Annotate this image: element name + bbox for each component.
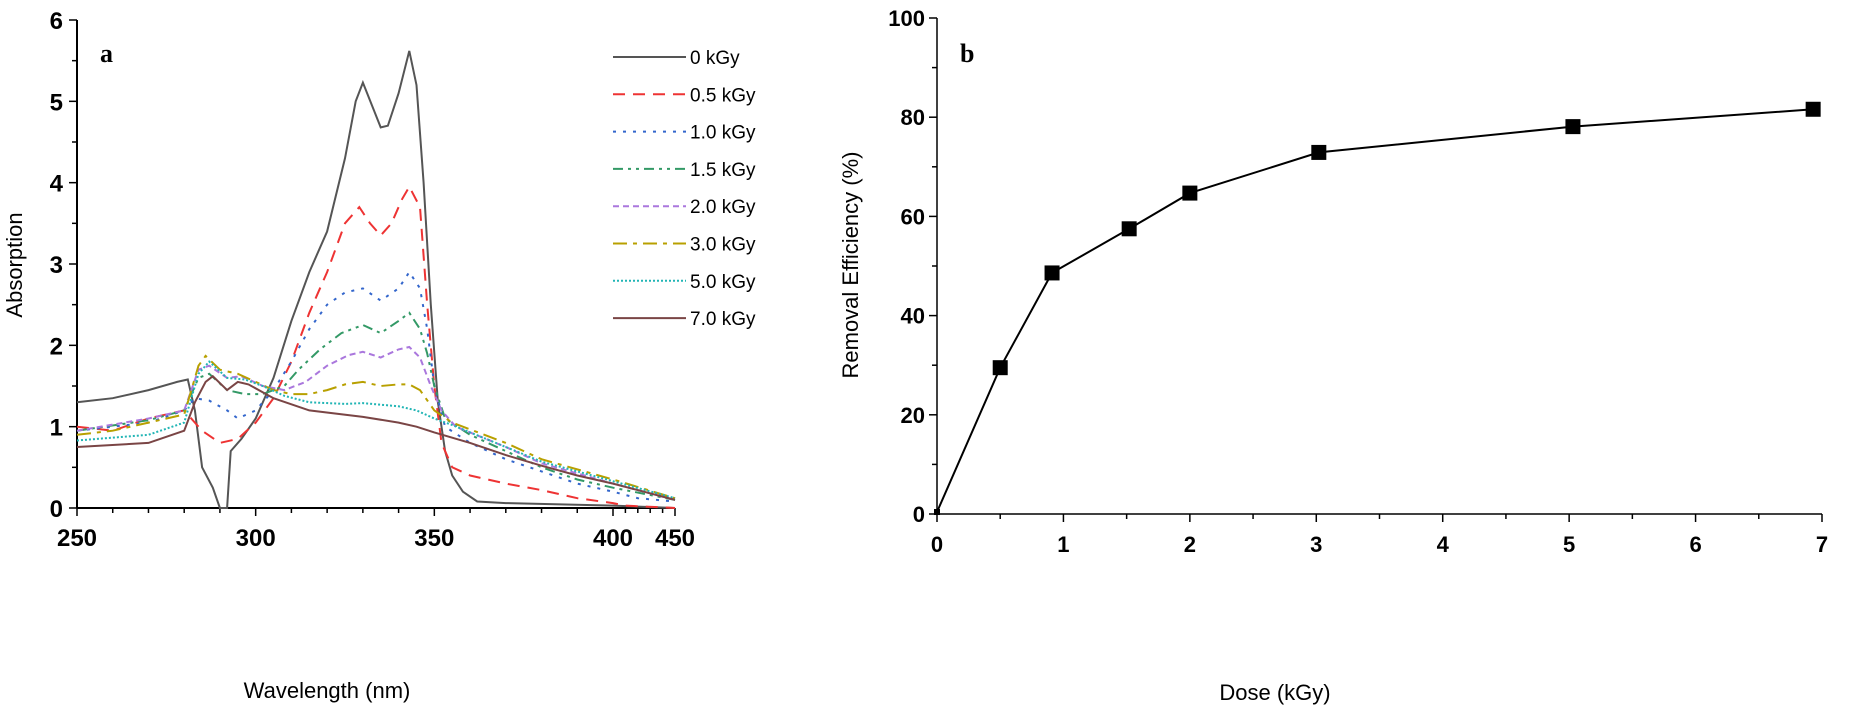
data-point-marker <box>1121 221 1137 237</box>
y-tick-label: 0 <box>50 496 63 523</box>
y-tick-label: 80 <box>901 105 925 130</box>
x-axis-title: Wavelength (nm) <box>244 678 411 703</box>
x-tick-label: 6 <box>1689 532 1701 557</box>
y-tick-label: 40 <box>901 304 925 329</box>
x-tick-label: 7 <box>1816 532 1828 557</box>
x-axis-title: Dose (kGy) <box>1219 680 1330 705</box>
x-tick-label: 350 <box>414 525 454 552</box>
series-line-2-0-kGy <box>76 345 676 501</box>
x-tick-label: 5 <box>1563 532 1575 557</box>
data-point-marker <box>934 509 940 516</box>
panel-label: a <box>100 39 113 68</box>
panel-label: b <box>960 39 974 68</box>
x-tick-label: 450 <box>655 525 695 552</box>
x-tick-label: 1 <box>1057 532 1069 557</box>
x-tick-label: 2 <box>1184 532 1196 557</box>
series-line-7-0-kGy <box>76 374 676 501</box>
legend-label: 0.5 kGy <box>690 85 756 106</box>
x-tick-label: 3 <box>1310 532 1322 557</box>
legend-label: 7.0 kGy <box>690 309 756 330</box>
y-tick-label: 6 <box>50 8 63 35</box>
data-point-marker <box>1044 265 1060 281</box>
y-tick-label: 0 <box>913 502 925 527</box>
x-tick-label: 4 <box>1437 532 1450 557</box>
x-tick-label: 400 <box>593 525 633 552</box>
panel-b-removal-efficiency: 0 1 2 3 4 5 6 7 0 20 40 60 80 100 Dose (kGy) Removal Ef… <box>838 6 1828 705</box>
legend-label: 5.0 kGy <box>690 272 756 293</box>
data-point-marker <box>1182 185 1198 201</box>
series-line-1-0-kGy <box>76 270 676 503</box>
data-point-marker <box>1805 101 1821 117</box>
series-line-5-0-kGy <box>76 360 676 500</box>
legend-label: 1.0 kGy <box>690 123 756 144</box>
y-axis-title: Removal Efficiency (%) <box>838 152 863 379</box>
y-tick-label: 60 <box>901 204 925 229</box>
series-line-1-5-kGy <box>76 311 676 501</box>
series-line-0-5-kGy <box>76 184 676 509</box>
series-line-removal-efficiency <box>936 108 1814 513</box>
y-tick-label: 3 <box>50 252 63 279</box>
data-point-marker <box>1565 119 1581 135</box>
data-point-marker <box>1311 144 1327 160</box>
legend-label: 0 kGy <box>690 48 740 69</box>
x-tick-label: 0 <box>931 532 943 557</box>
x-tick-label: 250 <box>57 525 97 552</box>
y-tick-label: 5 <box>50 89 63 116</box>
legend-label: 1.5 kGy <box>690 160 756 181</box>
x-tick-label: 300 <box>236 525 276 552</box>
y-tick-label: 4 <box>50 171 64 198</box>
y-axis-title: Absorption <box>2 212 27 317</box>
legend-label: 3.0 kGy <box>690 235 756 256</box>
y-tick-label: 20 <box>901 403 925 428</box>
legend-label: 2.0 kGy <box>690 197 756 218</box>
y-tick-label: 2 <box>50 333 63 360</box>
y-tick-label: 1 <box>50 415 63 442</box>
series-line-0-kGy <box>76 50 676 509</box>
panel-a-absorption-spectra: 250 300 350 400 450 0 1 2 3 4 5 6 Wavelength (nm) Abs… <box>2 8 756 703</box>
y-tick-label: 100 <box>888 6 925 31</box>
data-point-marker <box>992 360 1008 376</box>
series-line-3-0-kGy <box>76 354 676 500</box>
